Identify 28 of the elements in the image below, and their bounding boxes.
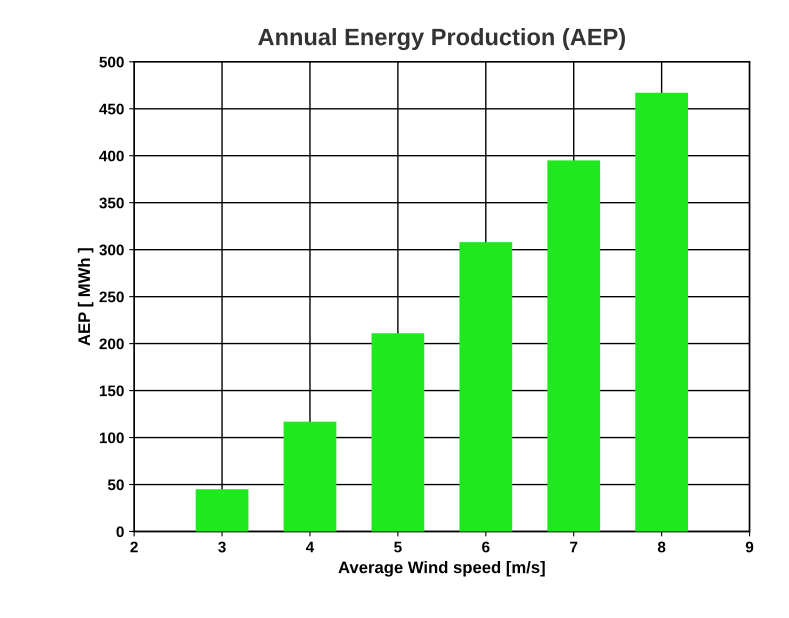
y-tick-label: 250 [99, 292, 124, 302]
bar [196, 489, 248, 532]
bar [284, 422, 336, 532]
x-tick-label: 5 [394, 542, 402, 552]
y-tick-label: 350 [99, 198, 124, 208]
bar [459, 242, 512, 532]
y-tick-label: 200 [99, 338, 124, 350]
y-tick-label: 400 [99, 150, 124, 162]
y-axis-title: AEP [ MWh ] [78, 248, 94, 346]
x-tick-label: 2 [130, 542, 138, 552]
y-tick-label: 100 [100, 432, 124, 444]
x-tick-label: 8 [658, 542, 666, 552]
x-tick-label: 3 [218, 542, 226, 552]
bar [547, 160, 600, 532]
y-tick-label: 0 [116, 526, 124, 538]
x-tick-label: 6 [482, 542, 490, 552]
x-axis-title: Average Wind speed [m/s] [338, 561, 545, 577]
y-tick-label: 450 [99, 104, 124, 114]
x-tick-label: 9 [746, 542, 754, 552]
x-tick-label: 4 [306, 542, 314, 552]
bar [635, 92, 688, 532]
y-tick-label: 300 [99, 244, 124, 256]
chart-title: Annual Energy Production (AEP) [258, 28, 625, 50]
y-tick-label: 150 [100, 385, 124, 396]
x-tick-label: 7 [570, 542, 578, 552]
bar [372, 333, 424, 532]
y-tick-label: 50 [108, 479, 124, 490]
y-tick-label: 500 [99, 56, 124, 68]
